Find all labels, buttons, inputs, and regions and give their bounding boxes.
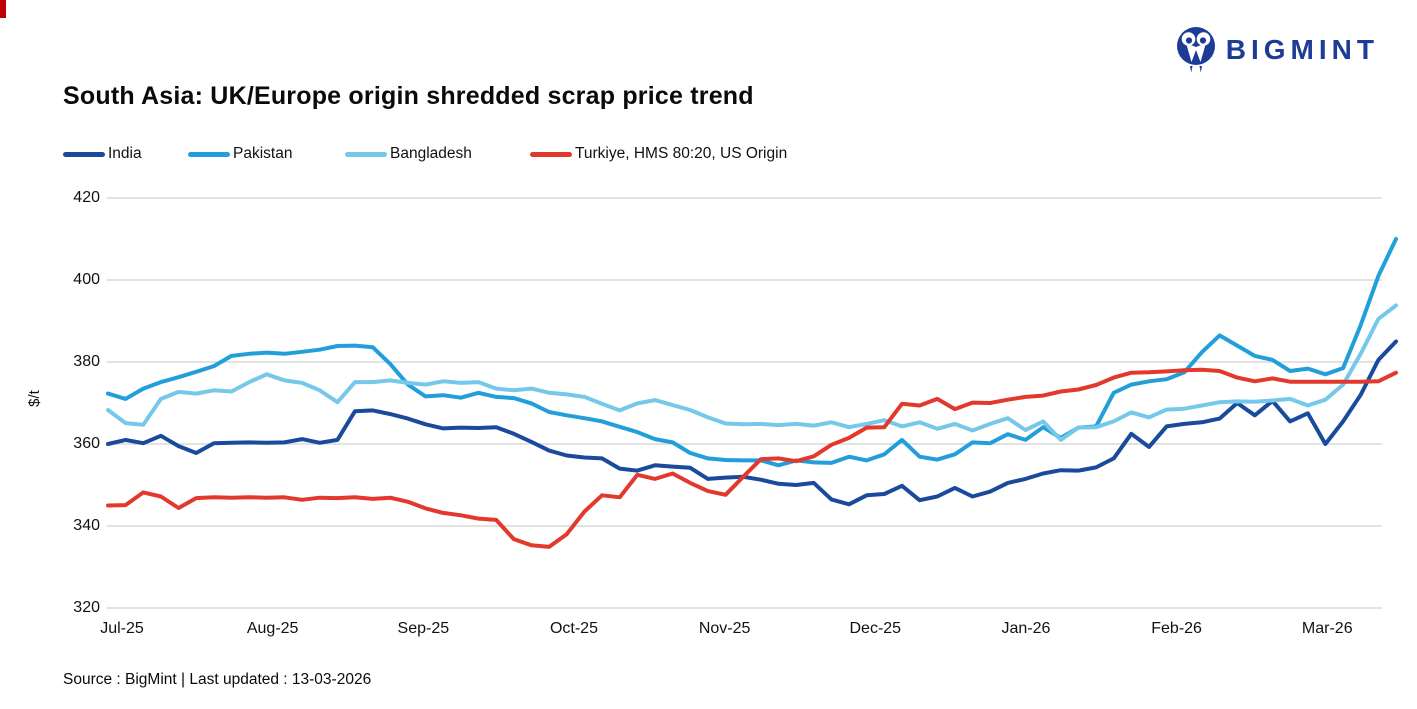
series-line-bangladesh	[106, 303, 1398, 442]
legend-label-india: India	[108, 145, 142, 162]
x-tick-label-Dec-25: Dec-25	[849, 620, 902, 637]
x-tick-label-Oct-25: Oct-25	[549, 620, 598, 637]
legend-swatch-bangladesh	[345, 151, 387, 157]
x-tick-label-Aug-25: Aug-25	[246, 620, 299, 637]
legend-swatch-turkiye	[530, 151, 572, 157]
y-tick-label-380: 380	[73, 353, 100, 370]
x-tick-label-Jan-26: Jan-26	[1001, 620, 1051, 637]
legend-item-india: India	[63, 144, 142, 164]
chart-title: South Asia: UK/Europe origin shredded sc…	[63, 82, 754, 110]
y-tick-label-360: 360	[73, 435, 100, 452]
bigmint-logo: BIGMINT	[1176, 26, 1379, 73]
chart-legend: India Pakistan Bangladesh Turkiye, HMS 8…	[0, 144, 1417, 166]
bigmint-logo-text: BIGMINT	[1225, 33, 1379, 65]
x-tick-label-Sep-25: Sep-25	[397, 620, 450, 637]
bigmint-logo-icon	[1176, 26, 1216, 73]
red-corner-mark	[0, 0, 6, 18]
legend-item-turkiye: Turkiye, HMS 80:20, US Origin	[530, 144, 787, 164]
series-line-india	[106, 339, 1398, 507]
source-note: Source : BigMint | Last updated : 13-03-…	[63, 671, 372, 688]
x-tick-label-Jul-25: Jul-25	[100, 620, 144, 637]
legend-label-pakistan: Pakistan	[233, 145, 293, 162]
legend-item-pakistan: Pakistan	[188, 144, 292, 164]
legend-swatch-pakistan	[188, 151, 230, 157]
legend-label-turkiye: Turkiye, HMS 80:20, US Origin	[575, 145, 788, 162]
legend-swatch-india	[63, 151, 105, 157]
y-tick-label-340: 340	[73, 517, 100, 534]
y-axis-title: $/t	[25, 390, 43, 407]
x-tick-label-Mar-26: Mar-26	[1301, 620, 1353, 637]
series-line-pakistan	[106, 237, 1398, 468]
legend-item-bangladesh: Bangladesh	[345, 144, 472, 164]
x-tick-label-Feb-26: Feb-26	[1151, 620, 1202, 637]
y-tick-label-400: 400	[73, 271, 100, 288]
y-tick-label-320: 320	[73, 599, 100, 616]
x-tick-label-Nov-25: Nov-25	[698, 620, 751, 637]
legend-label-bangladesh: Bangladesh	[390, 145, 472, 162]
series-line-turkiye-hms-80-20-us-origin	[106, 367, 1398, 549]
y-tick-label-420: 420	[73, 189, 100, 206]
